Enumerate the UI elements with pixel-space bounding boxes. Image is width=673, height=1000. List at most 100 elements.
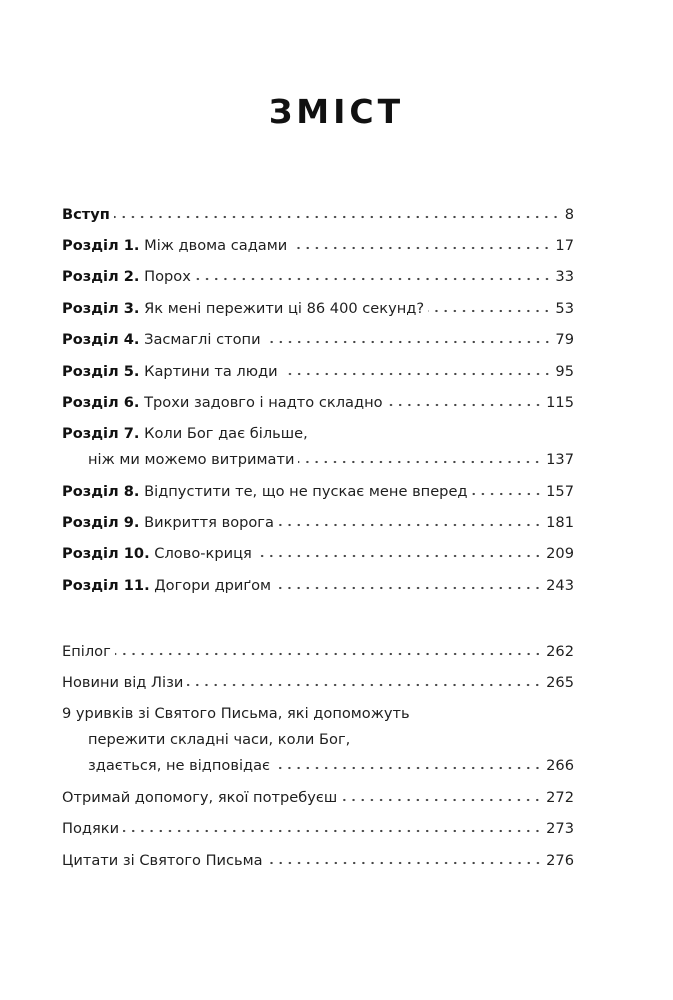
dot-leader [471,491,543,496]
toc-entry: Розділ 1. Між двома садами 17 [62,230,574,261]
toc-line: Розділ 3. Як мені пережити ці 86 400 сек… [62,296,574,322]
dot-leader [123,829,543,834]
toc-entry-title: Розділ 11. Догори дриґом [62,573,271,599]
toc-entry-title: 9 уривків зі Святого Письма, які допомож… [62,701,410,727]
dot-leader [291,246,552,251]
toc-line: Новини від Лізи 265 [62,670,574,696]
dot-leader [264,340,552,345]
entry-text: Картини та люди [144,362,278,380]
chapter-number: Розділ 5. [62,362,140,380]
toc-entry-title: Отримай допомогу, якої потребуєш [62,785,337,811]
page-number: 262 [546,642,574,660]
chapter-number: Розділ 9. [62,514,140,532]
entry-text: Епілог [62,642,111,660]
toc-entry: Розділ 11. Догори дриґом 243 [62,570,574,601]
page-number: 181 [546,514,574,532]
toc-line: пережити складні часи, коли Бог, [62,727,574,753]
toc-entry-title: Новини від Лізи [62,670,183,696]
toc-line: Розділ 7. Коли Бог дає більше, [62,421,574,447]
chapter-number: Розділ 7. [62,425,140,443]
chapter-number: Розділ 10. [62,545,150,563]
chapter-number: Розділ 3. [62,299,140,317]
toc-line: здається, не відповідає 266 [62,753,574,779]
toc-entry: Розділ 5. Картини та люди 95 [62,356,574,387]
toc-entry-title: Подяки [62,816,119,842]
entry-text: Трохи задовго і надто складно [144,393,383,411]
page-number: 157 [546,482,574,500]
page-number: 276 [546,851,574,869]
toc-entry-title: пережити складні часи, коли Бог, [88,727,350,753]
dot-leader [113,214,560,219]
page-number: 273 [546,820,574,838]
page-number: 265 [546,674,574,692]
dot-leader [255,554,543,559]
toc-entry: Розділ 7. Коли Бог дає більше, ніж ми мож… [62,419,574,476]
entry-text: Як мені пережити ці 86 400 секунд? [144,299,425,317]
entry-text: Викриття ворога [144,514,274,532]
toc-entry-title: Розділ 7. Коли Бог дає більше, [62,421,308,447]
chapter-number: Розділ 6. [62,393,140,411]
toc-entry: Розділ 8. Відпустити те, що не пускає ме… [62,476,574,507]
appendix-list: Епілог 262 Новини від Лізи 265 9 уривків зі … [62,636,574,876]
toc-line: Розділ 4. Засмаглі стопи 79 [62,327,574,353]
toc-entry-title: Епілог [62,639,111,665]
toc-entry: Отримай допомогу, якої потребуєш 272 [62,782,574,813]
toc-entry-title: Розділ 4. Засмаглі стопи [62,327,261,353]
entry-text: 9 уривків зі Святого Письма, які допомож… [62,705,410,723]
entry-text: Коли Бог дає більше, [144,425,308,443]
toc-entry-title: Вступ [62,202,110,228]
toc-entry-title: Розділ 8. Відпустити те, що не пускає ме… [62,479,468,505]
dot-leader [341,797,543,802]
toc-entry-title: ніж ми можемо витримати [88,447,294,473]
chapters-list: Вступ 8 Розділ 1. Між двома садами 17 Розділ… [62,199,574,602]
toc-entry: Новини від Лізи 265 [62,667,574,698]
chapter-number: Розділ 2. [62,268,140,286]
page-number: 53 [555,299,574,317]
toc-entry: Розділ 4. Засмаглі стопи 79 [62,325,574,356]
entry-text: Догори дриґом [154,576,272,594]
dot-leader [187,683,543,688]
toc-entry: Подяки 273 [62,814,574,845]
entry-text: пережити складні часи, коли Бог, [88,731,351,749]
entry-text: Відпустити те, що не пускає мене вперед [144,482,468,500]
toc-entry-title: Розділ 3. Як мені пережити ці 86 400 сек… [62,296,424,322]
chapter-number: Розділ 1. [62,237,140,255]
toc-entry-title: Розділ 1. Між двома садами [62,233,287,259]
dot-leader [274,766,543,771]
toc-line: Розділ 10. Слово-криця 209 [62,541,574,567]
toc-line: Розділ 8. Відпустити те, що не пускає ме… [62,479,574,505]
dot-leader [194,277,552,282]
toc-line: Розділ 6. Трохи задовго і надто складно 1… [62,390,574,416]
toc-line: Розділ 1. Між двома садами 17 [62,233,574,259]
toc-entry: Розділ 9. Викриття ворога 181 [62,507,574,538]
entry-text: Цитати зі Святого Письма [62,851,263,869]
toc-entry-title: Розділ 5. Картини та люди [62,359,278,385]
entry-text: ніж ми можемо витримати [88,451,295,469]
page-number: 17 [555,237,574,255]
page-number: 79 [555,331,574,349]
toc-entry: Розділ 10. Слово-криця 209 [62,539,574,570]
dot-leader [266,860,543,865]
entry-text: Слово-криця [154,545,252,563]
chapter-number: Розділ 8. [62,482,140,500]
entry-text: Між двома садами [144,237,288,255]
toc-entry: Розділ 6. Трохи задовго і надто складно 1… [62,387,574,418]
toc-line: 9 уривків зі Святого Письма, які допомож… [62,701,574,727]
page-number: 137 [546,451,574,469]
toc-line: Вступ 8 [62,202,574,228]
toc-entry: Епілог 262 [62,636,574,667]
page-title: ЗМІСТ [268,92,405,131]
toc-line: Розділ 2. Порох 33 [62,264,574,290]
chapter-number: Вступ [62,205,110,223]
toc-line: Епілог 262 [62,639,574,665]
toc-line: Розділ 5. Картини та люди 95 [62,359,574,385]
page-number: 8 [564,205,574,223]
toc-line: Розділ 9. Викриття ворога 181 [62,510,574,536]
dot-leader [281,371,552,376]
toc-entry: 9 уривків зі Святого Письма, які допомож… [62,699,574,782]
dot-leader [386,402,543,407]
page-number: 209 [546,545,574,563]
toc-entry-title: Розділ 10. Слово-криця [62,541,252,567]
toc-line: Отримай допомогу, якої потребуєш 272 [62,785,574,811]
chapter-number: Розділ 4. [62,331,140,349]
